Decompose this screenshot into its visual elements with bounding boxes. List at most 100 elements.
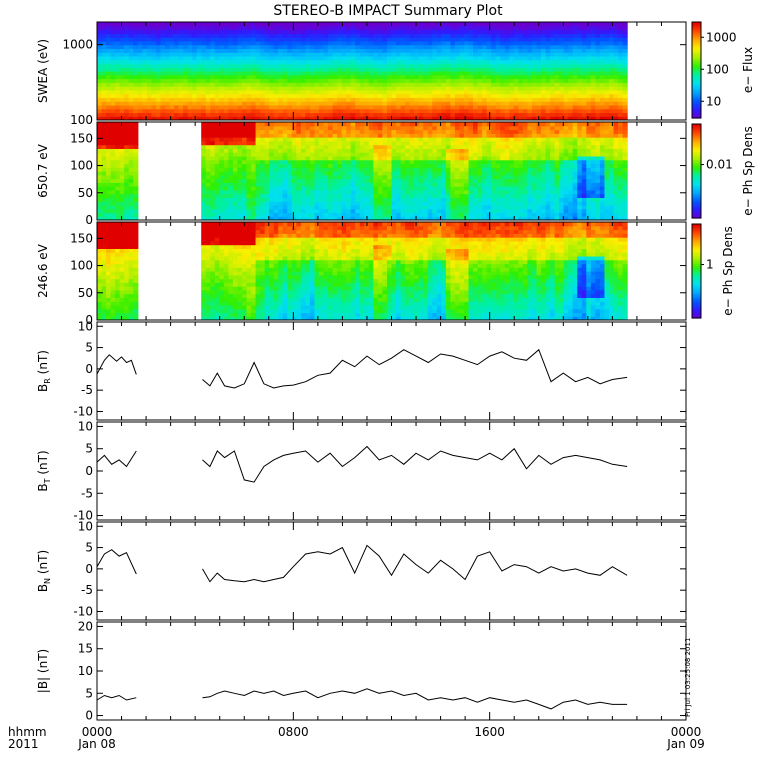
heatmap-cell xyxy=(414,37,420,42)
heatmap-cell xyxy=(604,55,610,61)
heatmap-cell xyxy=(386,22,393,27)
heatmap-cell xyxy=(201,137,207,142)
heatmap-cell xyxy=(436,140,442,146)
heatmap-cell xyxy=(359,152,365,157)
heatmap-cell xyxy=(178,71,184,76)
heatmap-cell xyxy=(314,22,320,27)
heatmap-cell xyxy=(137,89,143,95)
heatmap-cell xyxy=(210,193,216,198)
heatmap-cell xyxy=(124,59,130,65)
heatmap-cell xyxy=(246,108,252,114)
heatmap-cell xyxy=(368,137,374,142)
heatmap-cell xyxy=(287,189,293,195)
heatmap-cell xyxy=(377,97,384,102)
heatmap-cell xyxy=(513,116,519,120)
heatmap-cell xyxy=(273,55,279,61)
heatmap-cell xyxy=(468,193,474,198)
heatmap-cell xyxy=(237,40,243,46)
heatmap-cell xyxy=(169,74,175,80)
heatmap-cell xyxy=(436,122,442,127)
heatmap-cell xyxy=(559,40,565,46)
heatmap-cell xyxy=(377,186,384,191)
heatmap-cell xyxy=(97,178,103,183)
heatmap-cell xyxy=(518,59,524,65)
heatmap-cell xyxy=(346,89,352,95)
heatmap-cell xyxy=(255,44,261,49)
heatmap-cell xyxy=(201,101,207,106)
heatmap-cell xyxy=(359,52,365,57)
heatmap-cell xyxy=(196,40,202,46)
heatmap-cell xyxy=(604,52,610,57)
heatmap-cell xyxy=(454,129,461,134)
heatmap-cell xyxy=(128,125,134,131)
heatmap-cell xyxy=(309,89,316,95)
heatmap-cell xyxy=(364,25,370,31)
heatmap-cell xyxy=(305,216,311,220)
heatmap-cell xyxy=(513,55,519,61)
heatmap-cell xyxy=(445,204,451,210)
heatmap-cell xyxy=(346,189,352,195)
heatmap-cell xyxy=(491,97,497,102)
heatmap-cell xyxy=(232,97,239,102)
heatmap-cell xyxy=(291,137,297,142)
heatmap-cell xyxy=(174,55,180,61)
heatmap-cell xyxy=(232,33,239,38)
heatmap-cell xyxy=(386,182,393,187)
heatmap-cell xyxy=(409,197,415,202)
heatmap-cell xyxy=(205,133,211,138)
heatmap-cell xyxy=(500,82,506,87)
heatmap-cell xyxy=(287,48,293,53)
heatmap-cell xyxy=(341,148,347,153)
heatmap-cell xyxy=(445,216,451,220)
heatmap-cell xyxy=(201,29,207,34)
heatmap-cell xyxy=(405,104,411,110)
heatmap-cell xyxy=(332,174,338,180)
heatmap-cell xyxy=(300,29,307,34)
heatmap-cell xyxy=(160,108,166,114)
heatmap-cell xyxy=(586,86,592,91)
heatmap-cell xyxy=(396,159,402,165)
heatmap-cell xyxy=(142,112,148,117)
heatmap-cell xyxy=(314,59,320,65)
heatmap-cell xyxy=(459,78,465,83)
heatmap-cell xyxy=(468,55,474,61)
heatmap-cell xyxy=(273,178,279,183)
heatmap-cell xyxy=(219,44,225,49)
heatmap-cell xyxy=(541,59,547,65)
heatmap-cell xyxy=(350,129,356,134)
heatmap-cell xyxy=(441,216,447,220)
heatmap-cell xyxy=(491,52,497,57)
heatmap-cell xyxy=(418,193,424,198)
heatmap-cell xyxy=(423,101,429,106)
heatmap-cell xyxy=(436,101,442,106)
heatmap-cell xyxy=(391,186,397,191)
heatmap-cell xyxy=(486,67,492,72)
heatmap-cell xyxy=(201,86,207,91)
heatmap-cell xyxy=(423,174,429,180)
heatmap-cell xyxy=(377,44,384,49)
heatmap-cell xyxy=(414,108,420,114)
heatmap-cell xyxy=(241,78,248,83)
heatmap-cell xyxy=(106,178,112,183)
heatmap-cell xyxy=(477,86,483,91)
heatmap-cell xyxy=(183,33,189,38)
heatmap-cell xyxy=(97,171,103,176)
heatmap-cell xyxy=(536,71,542,76)
heatmap-cell xyxy=(183,44,189,49)
heatmap-cell xyxy=(305,82,311,87)
heatmap-cell xyxy=(355,133,361,138)
heatmap-cell xyxy=(377,48,384,53)
heatmap-cell xyxy=(482,55,488,61)
heatmap-cell xyxy=(536,89,542,95)
heatmap-cell xyxy=(101,204,107,210)
heatmap-cell xyxy=(210,82,216,87)
heatmap-cell xyxy=(214,144,220,149)
heatmap-cell xyxy=(409,152,415,157)
heatmap-cell xyxy=(423,108,429,114)
heatmap-cell xyxy=(590,101,596,106)
heatmap-cell xyxy=(210,189,216,195)
heatmap-cell xyxy=(477,93,483,98)
heatmap-cell xyxy=(237,140,243,146)
heatmap-cell xyxy=(314,71,320,76)
heatmap-cell xyxy=(305,112,311,117)
